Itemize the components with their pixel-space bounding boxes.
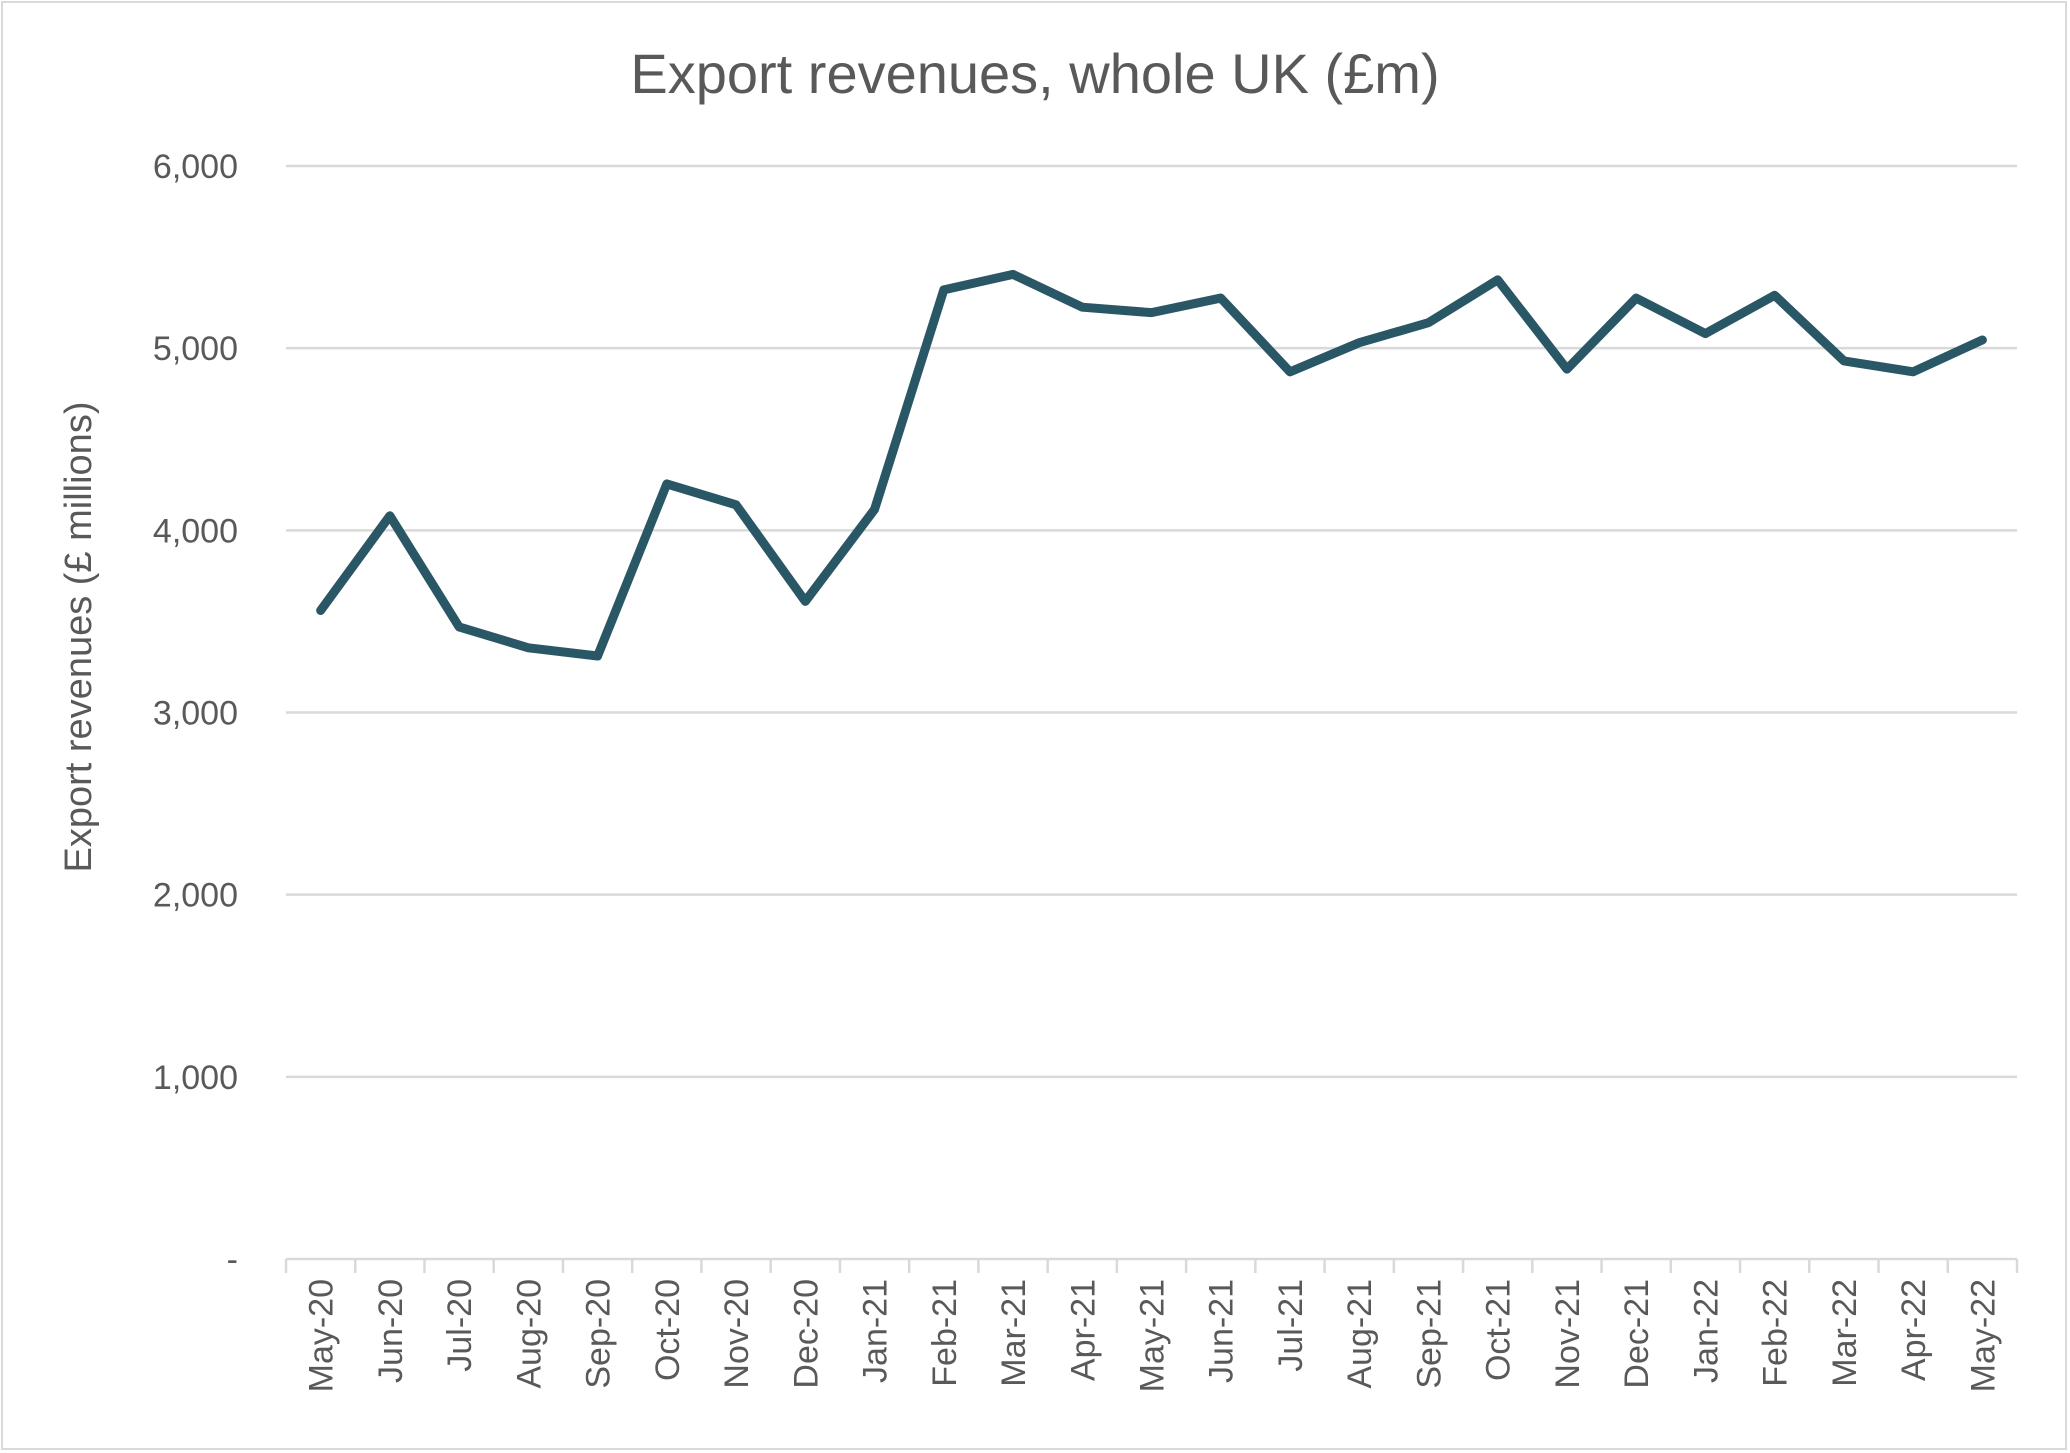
y-tick-label: 3,000 [153, 695, 238, 733]
x-tick-label: Dec-21 [1618, 1279, 1656, 1389]
y-tick-label: 5,000 [153, 330, 238, 368]
x-tick-label: Dec-20 [787, 1279, 825, 1389]
y-tick-label: - [227, 1241, 238, 1279]
x-tick-label: May-22 [1964, 1279, 2002, 1392]
x-tick-label: Oct-21 [1480, 1279, 1518, 1381]
x-tick-label: Feb-21 [926, 1279, 964, 1387]
x-tick-label: Jul-21 [1272, 1279, 1310, 1372]
y-tick-label: 1,000 [153, 1059, 238, 1097]
x-tick-label: Jan-22 [1687, 1279, 1725, 1383]
x-tick-label: Nov-20 [718, 1279, 756, 1389]
x-tick-label: Sep-21 [1410, 1279, 1448, 1389]
x-tick-label: Jun-21 [1203, 1279, 1241, 1383]
series-line [316, 269, 1987, 661]
x-tick-label: Apr-21 [1064, 1279, 1102, 1381]
x-tick-label: Jul-20 [441, 1279, 479, 1372]
x-tick-label: Apr-22 [1895, 1279, 1933, 1381]
x-tick-label: May-20 [303, 1279, 341, 1392]
x-tick-label: Nov-21 [1549, 1279, 1587, 1389]
x-tick-label: Oct-20 [649, 1279, 687, 1381]
x-tick-label: Feb-22 [1757, 1279, 1795, 1387]
x-tick-label: Aug-20 [510, 1279, 548, 1389]
x-tick-label: Sep-20 [580, 1279, 618, 1389]
y-tick-label: 4,000 [153, 512, 238, 550]
y-tick-label: 2,000 [153, 877, 238, 915]
x-tick-label: May-21 [1134, 1279, 1172, 1392]
x-tick-label: Aug-21 [1341, 1279, 1379, 1389]
x-tick-label: Jan-21 [857, 1279, 895, 1383]
x-tick-label: Mar-21 [995, 1279, 1033, 1387]
chart-title: Export revenues, whole UK (£m) [630, 42, 1439, 105]
x-tick-label: Mar-22 [1826, 1279, 1864, 1387]
x-tick-label: Jun-20 [372, 1279, 410, 1383]
y-axis-label: Export revenues (£ millions) [58, 402, 100, 873]
y-tick-label: 6,000 [153, 148, 238, 186]
